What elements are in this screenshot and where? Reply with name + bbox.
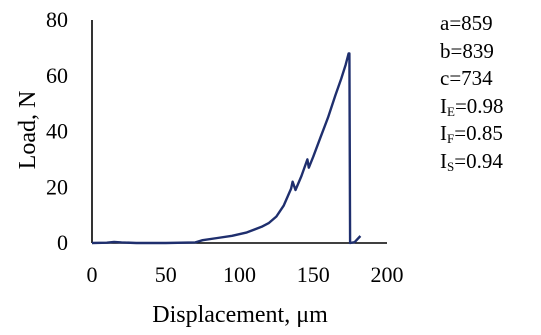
y-tick-label: 20 [46, 174, 68, 199]
x-axis-label: Displacement, μm [152, 302, 328, 328]
series-line [91, 52, 362, 245]
tick-labels: 0 50 100 150 200 0 20 40 60 80 [46, 7, 404, 287]
y-tick-label: 0 [57, 230, 68, 255]
param-a: a=859 [440, 11, 493, 35]
x-tick-label: 200 [371, 262, 404, 287]
y-tick-label: 60 [46, 63, 68, 88]
y-axis-label: Load, N [15, 91, 41, 170]
parameter-list: a=859 b=839 c=734 IE=0.98 IF=0.85 IS=0.9… [440, 10, 504, 175]
y-tick-label: 40 [46, 119, 68, 144]
param-ie: IE=0.98 [440, 93, 504, 119]
x-tick-label: 50 [155, 262, 177, 287]
x-tick-label: 150 [297, 262, 330, 287]
param-if: IF=0.85 [440, 121, 503, 146]
param-is: IS=0.94 [440, 148, 503, 174]
axes [91, 20, 387, 244]
param-c: c=734 [440, 66, 493, 90]
x-tick-label: 100 [223, 262, 256, 287]
x-tick-label: 0 [87, 262, 98, 287]
y-tick-label: 80 [46, 7, 68, 32]
param-b: b=839 [440, 38, 494, 63]
